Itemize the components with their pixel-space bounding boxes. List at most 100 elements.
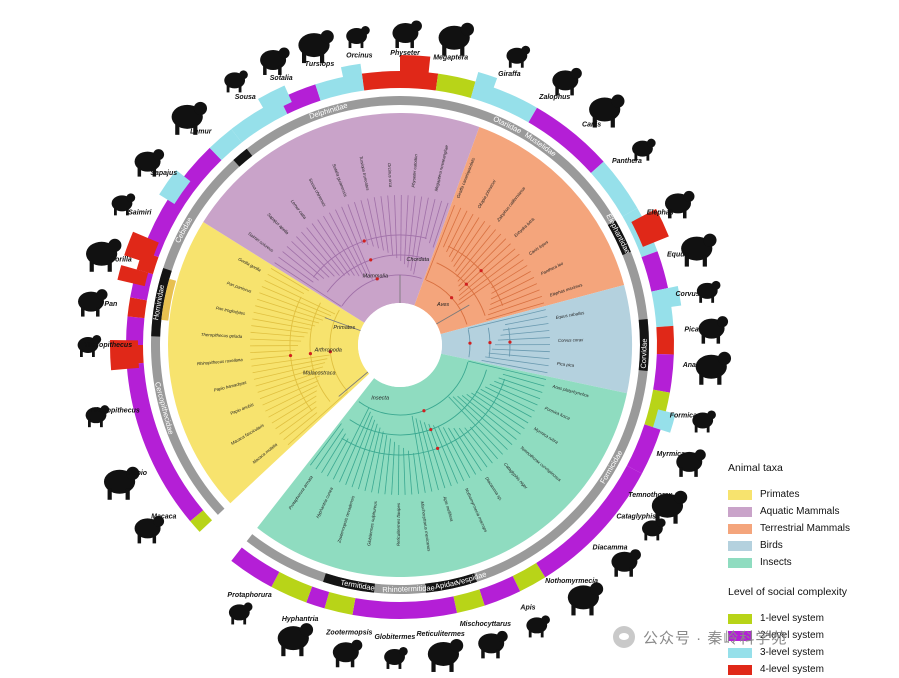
- silhouette-sousa-icon: [224, 70, 248, 92]
- legend-swatch-level-4: [728, 665, 752, 675]
- taxon-label-hyphantria: Hyphantria: [282, 616, 319, 623]
- family-label: Delphinidae: [308, 101, 349, 121]
- legend-level-1: 1-level system: [728, 610, 888, 627]
- family-label: Rhinotermitidae: [382, 583, 435, 594]
- legend-swatch-primates: [728, 490, 752, 500]
- taxon-label-sotalia: Sotalia: [270, 75, 293, 82]
- silhouette-pica-icon: [699, 316, 729, 344]
- level-segment: [324, 592, 355, 615]
- taxon-label-zalophus: Zalophus: [538, 94, 570, 101]
- ring-gap: [213, 513, 248, 546]
- level-segment: [128, 297, 147, 318]
- level-segment: [642, 251, 669, 291]
- taxon-label-anas: Anas: [682, 362, 700, 369]
- taxon-label-papio: Papio: [128, 470, 148, 477]
- watermark: 公众号 · 秦岭科学苑: [613, 626, 787, 648]
- level-segment: [271, 572, 312, 603]
- species-label: Corvus corax: [558, 337, 584, 343]
- node-dot: [468, 342, 471, 345]
- taxon-label-reticulitermes: Reticulitermes: [417, 631, 465, 638]
- legend-swatch-birds: [728, 541, 752, 551]
- taxon-label-cataglyphis: Cataglyphis: [616, 513, 656, 520]
- silhouette-nothomyrmecia-icon: [568, 582, 603, 615]
- legend-label: 3-level system: [760, 647, 824, 658]
- level-segment: [453, 589, 484, 613]
- taxon-label-globitermes: Globitermes: [374, 634, 415, 641]
- taxon-label-elephas: Elephas: [647, 209, 674, 216]
- species-label: Reticulitermes flavipes: [396, 502, 401, 546]
- silhouette-protaphorura-icon: [229, 602, 253, 624]
- taxon-label-diacamma: Diacamma: [593, 545, 628, 552]
- branch: [398, 445, 399, 495]
- clade-label: Insecta: [371, 396, 389, 402]
- silhouette-gorilla-icon: [86, 239, 121, 272]
- legend-label: Aquatic Mammals: [760, 506, 839, 517]
- level-segment: [436, 74, 476, 98]
- node-dot: [429, 428, 432, 431]
- legend-label: 1-level system: [760, 613, 824, 624]
- silhouette-anas-icon: [696, 352, 731, 385]
- legend-label: Insects: [760, 557, 792, 568]
- silhouette-cataglyphis-icon: [642, 518, 666, 540]
- family-label: Corvidae: [639, 338, 649, 368]
- taxon-label-equus: Equus: [667, 252, 688, 259]
- taxon-label-physeter: Physeter: [390, 50, 421, 57]
- tree-center: [358, 303, 442, 387]
- silhouette-megaptera-icon: [439, 23, 474, 56]
- taxon-label-nothomyrmecia: Nothomyrmecia: [545, 578, 598, 585]
- silhouette-zalophus-icon: [552, 68, 582, 96]
- clade-label: Mammalia: [363, 273, 388, 279]
- clade-label: Arthropoda: [314, 347, 342, 353]
- level-segment: [479, 576, 520, 606]
- legend-swatch-insects: [728, 558, 752, 568]
- level-segment-4: [400, 55, 430, 84]
- taxon-label-megaptera: Megaptera: [433, 54, 468, 61]
- taxon-label-theropithecus: Theropithecus: [84, 342, 132, 349]
- taxon-label-giraffa: Giraffa: [498, 71, 521, 78]
- node-dot: [480, 269, 483, 272]
- taxon-label-sapajus: Sapajus: [150, 170, 177, 177]
- silhouette-hyphantria-icon: [278, 623, 313, 656]
- legend-label: Birds: [760, 540, 783, 551]
- taxon-label-rhinopithecus: Rhinopithecus: [91, 408, 140, 415]
- silhouette-diacamma-icon: [611, 549, 641, 577]
- taxon-label-saimiri: Saimiri: [128, 209, 152, 216]
- taxon-label-tursiops: Tursiops: [305, 61, 335, 68]
- taxon-label-protaphorura: Protaphorura: [227, 592, 271, 599]
- legend-taxa-insects: Insects: [728, 554, 888, 571]
- taxon-label-apis: Apis: [519, 604, 535, 611]
- legend-taxa-aquatic-mammals: Aquatic Mammals: [728, 503, 888, 520]
- taxon-label-pica: Pica: [684, 327, 699, 334]
- taxon-label-corvus: Corvus: [676, 291, 700, 298]
- level-segment: [653, 354, 674, 393]
- node-dot: [436, 447, 439, 450]
- silhouette-orcinus-icon: [346, 26, 370, 48]
- silhouette-mischocyttarus-icon: [478, 631, 508, 659]
- taxon-label-lemur: Lemur: [190, 128, 213, 135]
- silhouette-physeter-icon: [392, 21, 422, 49]
- legend-taxa-terrestrial-mammals: Terrestrial Mammals: [728, 520, 888, 537]
- clade-label: Primates: [333, 325, 355, 331]
- silhouette-corvus-icon: [697, 281, 721, 303]
- node-dot: [508, 341, 511, 344]
- clade-label: Aves: [436, 302, 449, 308]
- taxon-label-mischocyttarus: Mischocyttarus: [460, 621, 511, 628]
- silhouette-globitermes-icon: [384, 647, 408, 669]
- silhouette-tursiops-icon: [298, 30, 333, 63]
- legend-swatch-aquatic-mammals: [728, 507, 752, 517]
- node-dot: [363, 239, 366, 242]
- legend-taxa-title: Animal taxa: [728, 462, 888, 474]
- legend-label: Primates: [760, 489, 799, 500]
- level-segment: [656, 326, 674, 355]
- legend-level-4: 4-level system: [728, 661, 888, 678]
- legend-swatch-level-1: [728, 614, 752, 624]
- level-segment: [352, 596, 457, 619]
- taxon-label-pan: Pan: [104, 301, 117, 308]
- taxon-label-panthera: Panthera: [612, 158, 642, 165]
- taxon-label-gorilla: Gorilla: [110, 256, 132, 263]
- watermark-text: 公众号 · 秦岭科学苑: [643, 627, 787, 648]
- wechat-icon: [613, 626, 635, 648]
- node-dot: [309, 352, 312, 355]
- legend-levels-title: Level of social complexity: [728, 586, 888, 598]
- legend-taxa-primates: Primates: [728, 486, 888, 503]
